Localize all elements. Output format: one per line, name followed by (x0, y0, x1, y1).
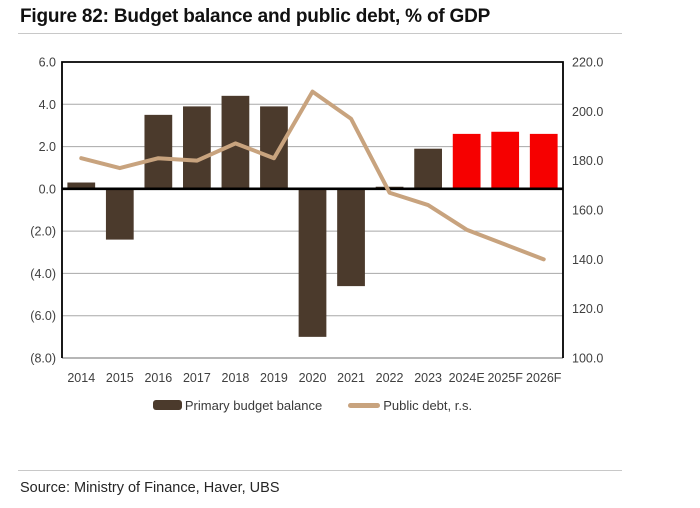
chart-plot-area: 6.0 4.0 2.0 0.0 (2.0) (4.0) (6.0) (8.0) 220.0 200… (30, 56, 603, 386)
x-axis-label-2016: 2016 (144, 371, 172, 385)
x-axis-label-2015: 2015 (106, 371, 134, 385)
legend-label-primary-budget-balance: Primary budget balance (184, 397, 323, 413)
x-axis-label-2023: 2023 (414, 371, 442, 385)
right-axis-tick-label: 200.0 (572, 105, 603, 119)
bar-2017 (183, 106, 211, 189)
legend-label-public-debt: Public debt, r.s. (383, 397, 473, 413)
bar-2014 (67, 182, 96, 189)
figure-title: Figure 82: Budget balance and public deb… (20, 6, 491, 27)
bar-2026F (529, 133, 558, 189)
legend-line-swatch-icon (348, 402, 381, 408)
x-axis-label-2019: 2019 (260, 371, 288, 385)
left-axis-tick-label: 4.0 (39, 98, 56, 112)
x-axis-label-2021: 2021 (337, 371, 365, 385)
right-axis-tick-label: 100.0 (572, 352, 603, 366)
x-axis-label-2020: 2020 (299, 371, 327, 385)
bar-2021 (337, 188, 365, 287)
left-axis-tick-label: 2.0 (39, 140, 56, 154)
bar-2025F (491, 131, 520, 189)
left-axis-tick-label: (4.0) (30, 267, 56, 281)
plot-frame (61, 61, 564, 358)
x-axis-label-2018: 2018 (222, 371, 250, 385)
bar-2016 (144, 114, 173, 189)
x-axis-label-2026F: 2026F (526, 371, 562, 385)
left-axis-tick-label: (2.0) (30, 225, 56, 239)
left-axis-tick-label: (6.0) (30, 309, 56, 323)
x-axis-label-2022: 2022 (376, 371, 404, 385)
source-text: Source: Ministry of Finance, Haver, UBS (20, 480, 280, 496)
bar-2020 (298, 188, 327, 337)
chart-legend: Primary budget balance Public debt, r.s. (62, 395, 563, 415)
right-axis-tick-label: 180.0 (572, 154, 603, 168)
x-axis-label-2017: 2017 (183, 371, 211, 385)
title-divider-rule (18, 33, 622, 34)
left-axis-tick-label: 6.0 (39, 56, 56, 70)
bar-2024E (452, 133, 481, 189)
x-axis-label-2024E: 2024E (449, 371, 485, 385)
right-axis-tick-label: 220.0 (572, 56, 603, 70)
right-axis-tick-label: 140.0 (572, 253, 603, 267)
legend-bar-swatch-icon (152, 400, 182, 410)
left-axis-tick-label: (8.0) (30, 352, 56, 366)
bar-2015 (105, 188, 134, 240)
right-axis-tick-label: 160.0 (572, 204, 603, 218)
legend-item-primary-budget-balance: Primary budget balance (152, 397, 323, 413)
public-debt-line (79, 89, 546, 262)
right-axis-tick-label: 120.0 (572, 302, 603, 316)
legend-item-public-debt: Public debt, r.s. (348, 398, 472, 413)
x-axis-label-2014: 2014 (67, 371, 95, 385)
bar-2019 (260, 106, 288, 189)
left-axis-tick-label: 0.0 (39, 182, 56, 196)
bar-2023 (414, 148, 442, 189)
source-divider-rule (18, 470, 622, 471)
x-axis-label-2025F: 2025F (487, 371, 523, 385)
